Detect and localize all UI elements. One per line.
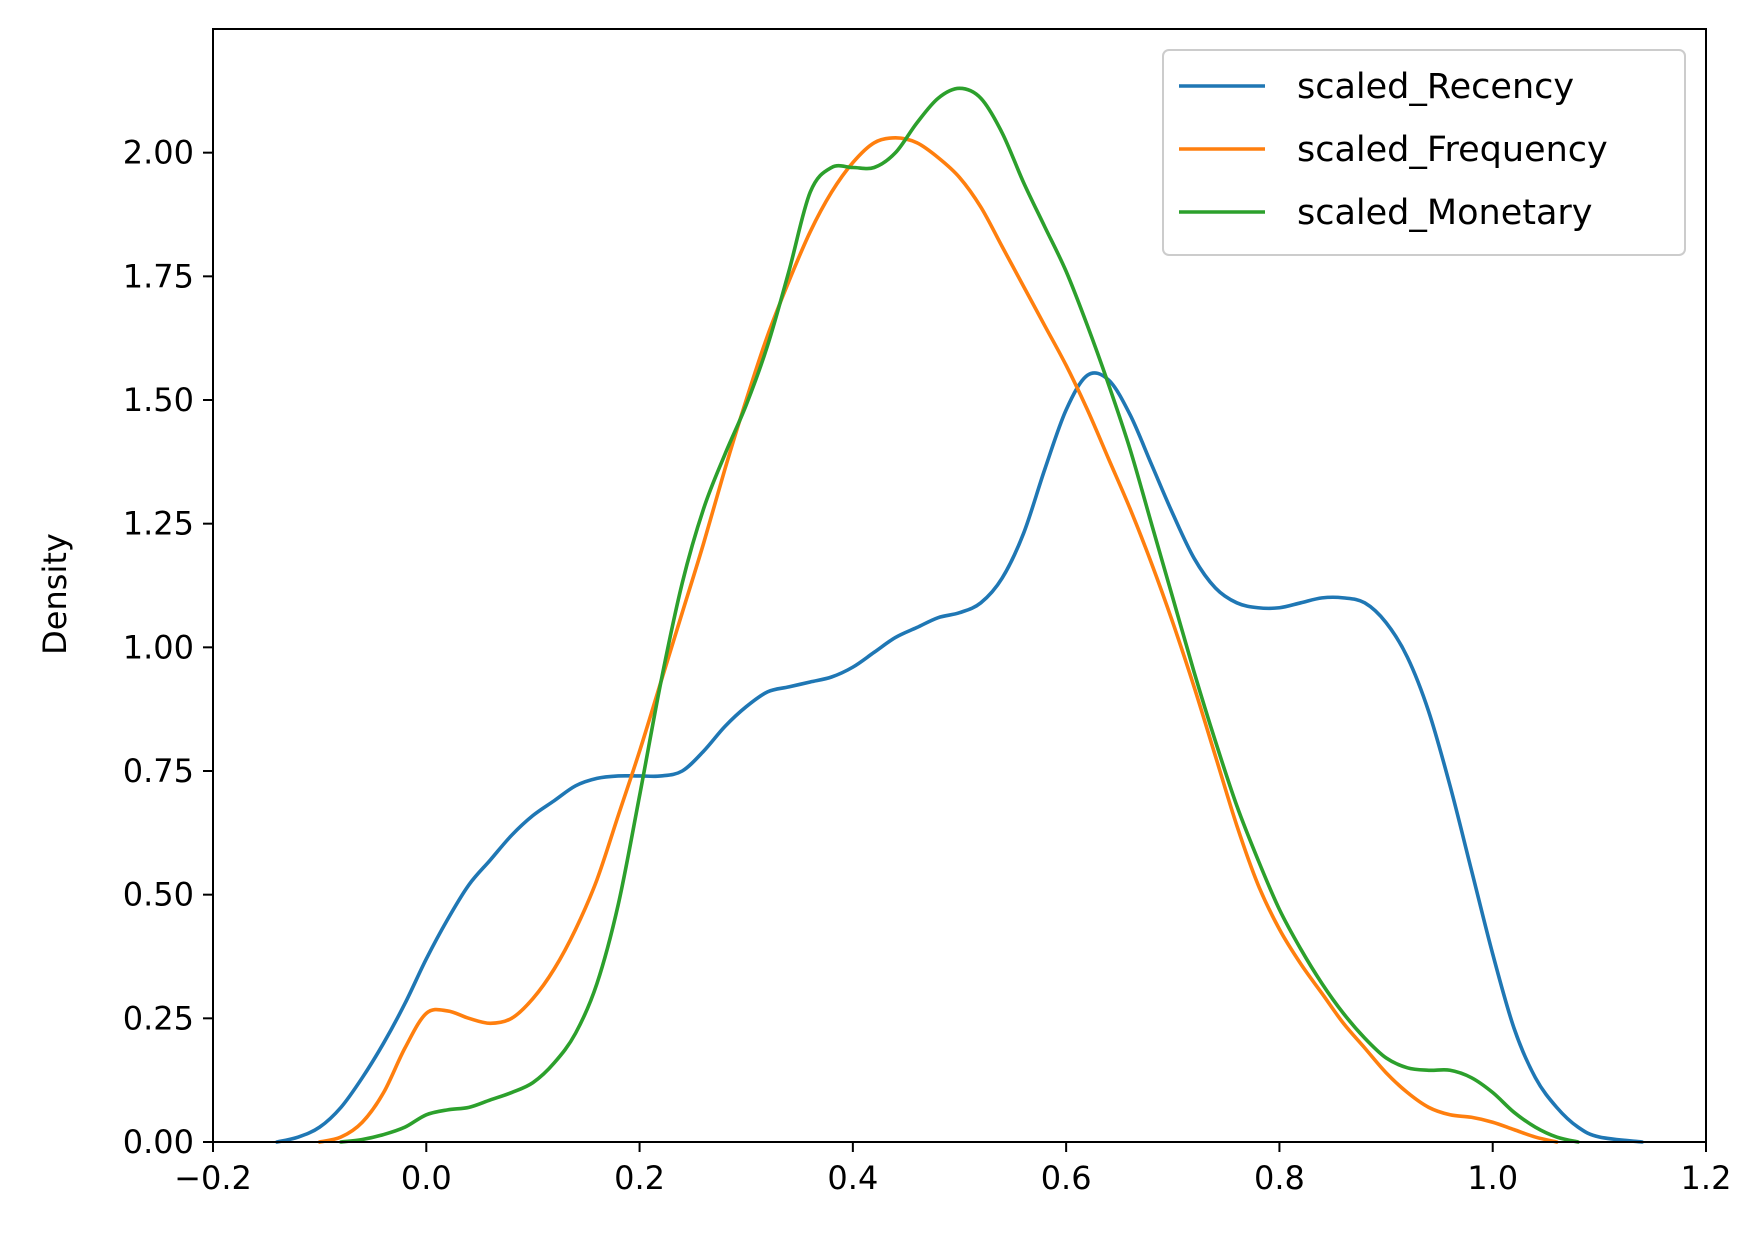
legend-label: scaled_Recency <box>1297 67 1574 107</box>
x-tick-label: −0.2 <box>174 1159 252 1197</box>
x-tick-label: 1.0 <box>1467 1159 1518 1197</box>
legend-label: scaled_Monetary <box>1297 193 1593 233</box>
y-tick-label: 0.00 <box>123 1123 194 1161</box>
legend-box <box>1162 49 1686 256</box>
series-line-scaled-recency <box>275 371 1644 1144</box>
plot-frame <box>212 28 1707 1143</box>
x-tick-label: 0.6 <box>1041 1159 1092 1197</box>
y-tick-label: 1.50 <box>123 381 194 419</box>
x-tick-label: 0.4 <box>827 1159 878 1197</box>
y-tick-label: 0.25 <box>123 999 194 1037</box>
x-tick-label: 0.2 <box>614 1159 665 1197</box>
y-tick-label: 1.00 <box>123 628 194 666</box>
y-tick-label: 1.25 <box>123 505 194 543</box>
series-line-scaled-frequency <box>317 136 1559 1144</box>
y-axis-label: Density <box>36 533 74 655</box>
y-tick-label: 0.75 <box>123 752 194 790</box>
series-layer <box>275 86 1644 1144</box>
series-line-scaled-monetary <box>339 86 1580 1144</box>
y-tick-label: 0.50 <box>123 876 194 914</box>
y-tick-label: 1.75 <box>123 257 194 295</box>
x-tick-label: 0.8 <box>1254 1159 1305 1197</box>
y-tick-label: 2.00 <box>123 134 194 172</box>
legend-label: scaled_Frequency <box>1297 130 1608 170</box>
x-tick-label: 0.0 <box>401 1159 452 1197</box>
x-tick-label: 1.2 <box>1681 1159 1732 1197</box>
x-axis-ticks: −0.2 0.0 0.2 0.4 0.6 0.8 1.0 1.2 <box>174 1142 1731 1197</box>
y-axis-ticks: 0.00 0.25 0.50 0.75 1.00 1.25 1.50 1.75 2.00 <box>123 134 213 1161</box>
legend: scaled_Recency scaled_Frequency scaled_Mon… <box>1162 49 1686 256</box>
